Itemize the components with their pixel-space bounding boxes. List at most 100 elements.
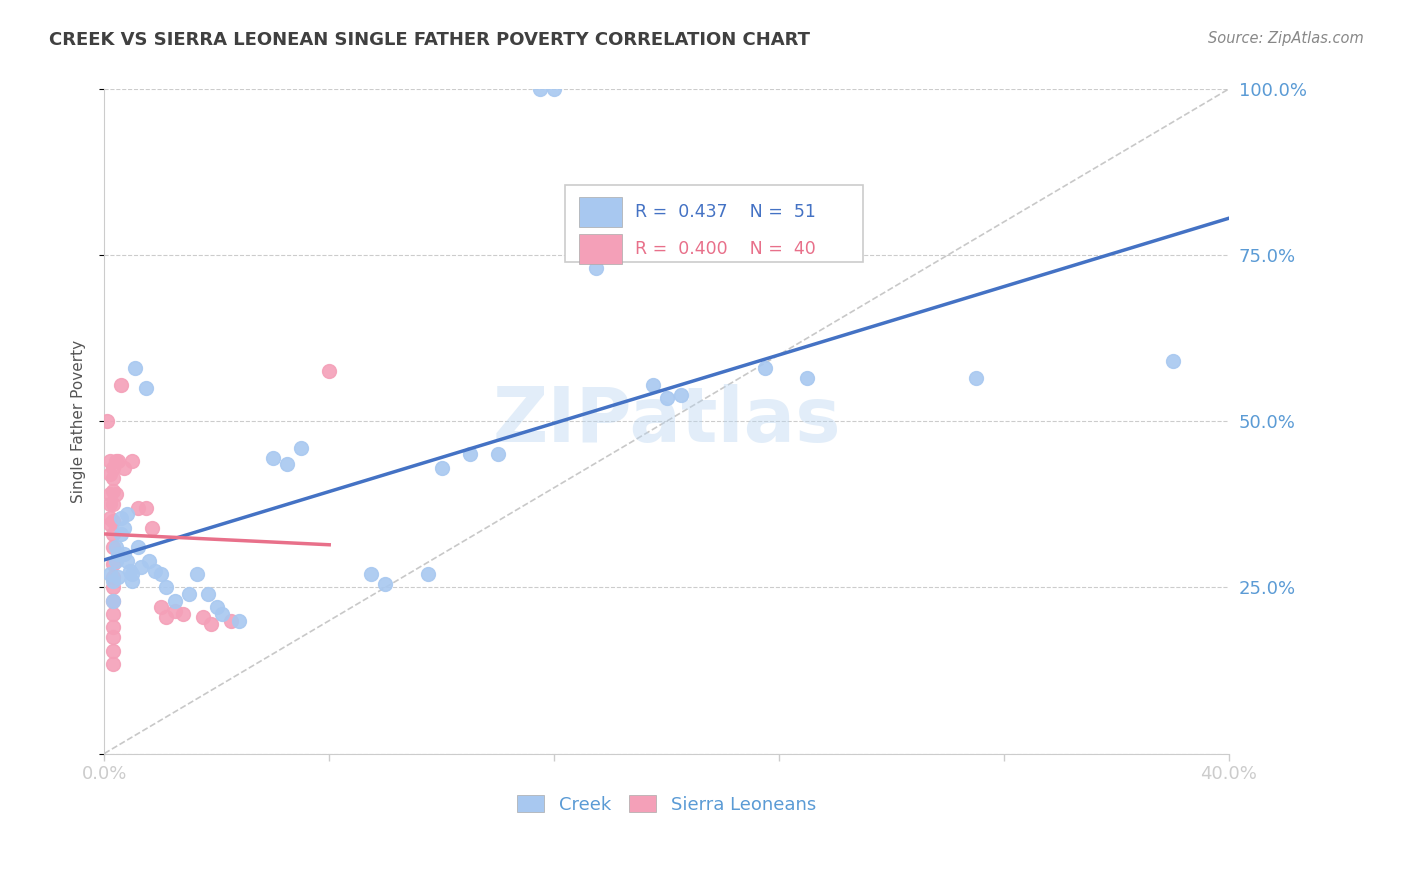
- Point: [149, 567, 172, 582]
- Point: [965, 371, 987, 385]
- Point: [127, 541, 149, 555]
- Point: [669, 387, 692, 401]
- Point: [101, 514, 124, 528]
- Point: [155, 610, 177, 624]
- Point: [143, 564, 166, 578]
- Point: [163, 604, 186, 618]
- Point: [98, 567, 121, 582]
- Point: [486, 447, 509, 461]
- Bar: [579, 234, 621, 264]
- Text: R =  0.400    N =  40: R = 0.400 N = 40: [636, 240, 815, 258]
- Point: [318, 364, 340, 378]
- Point: [98, 487, 121, 501]
- Point: [585, 261, 607, 276]
- Legend: Creek, Sierra Leoneans: Creek, Sierra Leoneans: [510, 788, 823, 821]
- Point: [124, 361, 146, 376]
- Point: [121, 567, 143, 582]
- Point: [101, 643, 124, 657]
- Point: [177, 587, 200, 601]
- Text: R =  0.437    N =  51: R = 0.437 N = 51: [636, 203, 815, 221]
- Point: [118, 564, 141, 578]
- Point: [101, 570, 124, 584]
- Point: [205, 600, 228, 615]
- Point: [458, 447, 481, 461]
- Point: [110, 377, 132, 392]
- Point: [276, 458, 298, 472]
- Point: [112, 520, 135, 534]
- Point: [98, 510, 121, 524]
- Point: [112, 547, 135, 561]
- Point: [262, 450, 284, 465]
- Point: [197, 587, 219, 601]
- Point: [101, 483, 124, 498]
- Point: [191, 610, 214, 624]
- Point: [101, 580, 124, 594]
- Point: [107, 547, 129, 561]
- Point: [641, 377, 664, 392]
- Point: [127, 500, 149, 515]
- Point: [529, 82, 551, 96]
- Point: [104, 554, 127, 568]
- Point: [115, 554, 138, 568]
- Point: [101, 630, 124, 644]
- Point: [1161, 354, 1184, 368]
- Point: [107, 454, 129, 468]
- Point: [101, 657, 124, 671]
- Point: [186, 567, 208, 582]
- Point: [360, 567, 382, 582]
- Point: [104, 541, 127, 555]
- Point: [104, 487, 127, 501]
- Text: Source: ZipAtlas.com: Source: ZipAtlas.com: [1208, 31, 1364, 46]
- Point: [121, 574, 143, 588]
- Point: [101, 574, 124, 588]
- Point: [98, 517, 121, 532]
- Point: [416, 567, 439, 582]
- Point: [219, 614, 242, 628]
- Point: [430, 460, 453, 475]
- Y-axis label: Single Father Poverty: Single Father Poverty: [72, 340, 86, 503]
- Point: [104, 454, 127, 468]
- Text: ZIPatlas: ZIPatlas: [492, 384, 841, 458]
- Point: [290, 441, 312, 455]
- Text: CREEK VS SIERRA LEONEAN SINGLE FATHER POVERTY CORRELATION CHART: CREEK VS SIERRA LEONEAN SINGLE FATHER PO…: [49, 31, 810, 49]
- Point: [543, 82, 565, 96]
- Point: [172, 607, 194, 621]
- Point: [374, 577, 396, 591]
- Point: [754, 361, 776, 376]
- Point: [101, 557, 124, 571]
- Point: [228, 614, 250, 628]
- Point: [101, 607, 124, 621]
- Point: [112, 460, 135, 475]
- Point: [98, 497, 121, 511]
- Point: [110, 527, 132, 541]
- Point: [107, 570, 129, 584]
- Point: [101, 541, 124, 555]
- Point: [796, 371, 818, 385]
- Point: [101, 593, 124, 607]
- Point: [110, 510, 132, 524]
- Point: [155, 580, 177, 594]
- Point: [200, 616, 222, 631]
- Point: [101, 460, 124, 475]
- Point: [96, 414, 118, 428]
- Point: [135, 381, 157, 395]
- Bar: [579, 197, 621, 227]
- Point: [101, 527, 124, 541]
- Point: [98, 454, 121, 468]
- FancyBboxPatch shape: [565, 186, 863, 261]
- Point: [655, 391, 678, 405]
- Point: [163, 593, 186, 607]
- Point: [129, 560, 152, 574]
- Point: [101, 620, 124, 634]
- Point: [98, 467, 121, 482]
- Point: [211, 607, 233, 621]
- Point: [115, 508, 138, 522]
- Point: [101, 471, 124, 485]
- Point: [101, 593, 124, 607]
- Point: [138, 554, 160, 568]
- Point: [121, 454, 143, 468]
- Point: [141, 520, 163, 534]
- Point: [149, 600, 172, 615]
- Point: [101, 497, 124, 511]
- Point: [135, 500, 157, 515]
